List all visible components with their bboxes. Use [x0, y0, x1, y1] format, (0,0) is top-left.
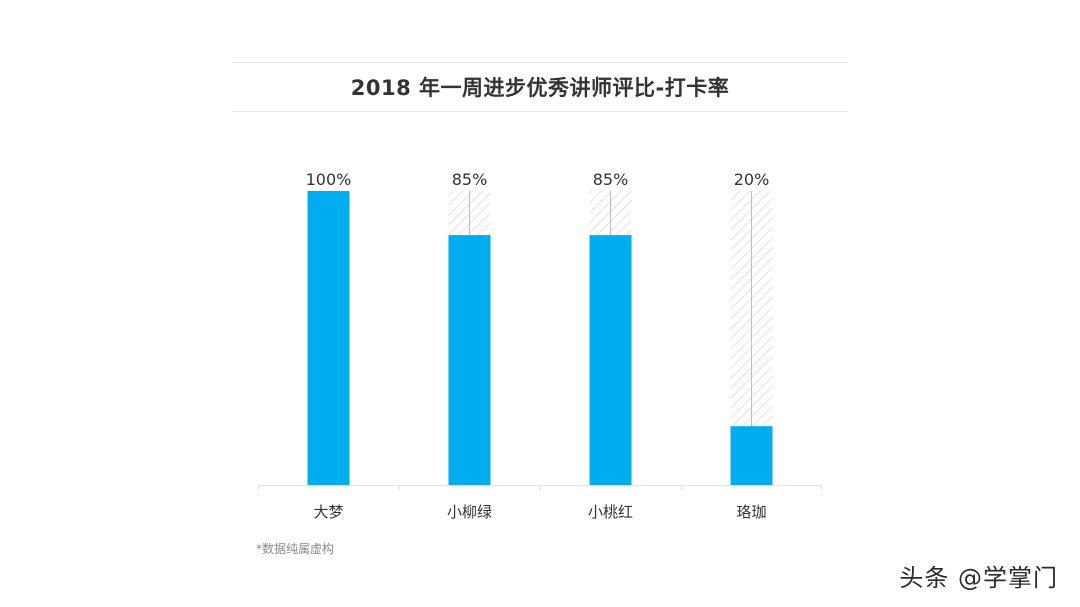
- bar: [730, 426, 773, 485]
- bar-value-label: 100%: [306, 170, 352, 189]
- chart-title: 2018 年一周进步优秀讲师评比-打卡率: [350, 76, 730, 100]
- bar-value-label: 85%: [593, 170, 629, 189]
- x-tick-label: 小桃红: [588, 503, 633, 521]
- x-tick-label: 珞珈: [736, 503, 766, 521]
- bar: [307, 191, 350, 485]
- bar: [589, 235, 632, 485]
- data-disclaimer: *数据纯属虚构: [256, 542, 335, 556]
- chart-title-band: 2018 年一周进步优秀讲师评比-打卡率: [232, 62, 848, 112]
- bar-value-label: 20%: [734, 170, 770, 189]
- source-watermark: 头条 @学掌门: [899, 564, 1058, 592]
- bar-value-label: 85%: [452, 170, 488, 189]
- x-tick-label: 大梦: [313, 503, 343, 521]
- bar: [448, 235, 491, 485]
- x-tick-label: 小柳绿: [447, 503, 492, 521]
